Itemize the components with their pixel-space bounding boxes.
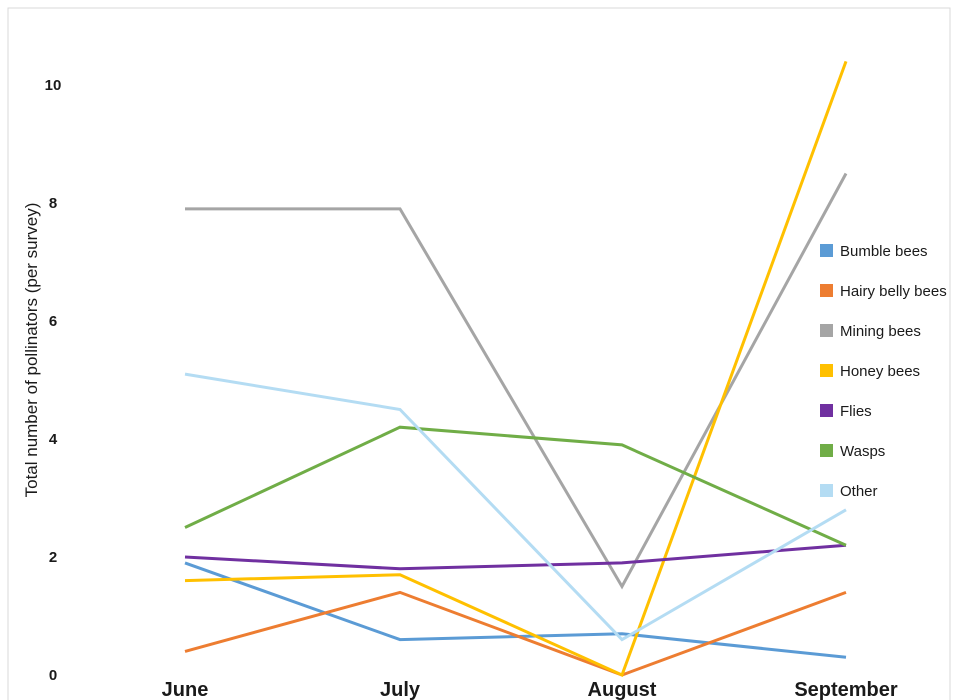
x-tick-labels: June July August September [162,679,898,700]
y-tick-label: 0 [49,667,57,684]
y-axis-label: Total number of pollinators (per survey) [22,203,41,498]
y-tick-label: 8 [49,195,57,212]
legend-swatch-hairy-belly-bees [820,284,833,297]
x-tick-label: August [588,679,657,700]
legend-label-honey-bees: Honey bees [840,363,920,380]
series-line-mining-bees [185,172,848,590]
legend-swatch-wasps [820,444,833,457]
x-tick-label: June [162,679,209,700]
x-tick-label: September [794,679,898,700]
legend-swatch-other [820,484,833,497]
y-tick-labels: 0 2 4 6 8 10 [45,77,62,684]
legend-label-other: Other [840,483,878,500]
legend-swatch-mining-bees [820,324,833,337]
y-tick-label: 2 [49,549,57,566]
legend-swatch-flies [820,404,833,417]
legend: Bumble bees Hairy belly bees Mining bees Ho… [820,243,947,500]
y-tick-label: 4 [49,431,58,448]
series-line-honey-bees [184,60,848,678]
series-line-hairy-belly-bees [184,590,847,677]
series-line-bumble-bees [184,561,847,659]
legend-label-hairy-belly-bees: Hairy belly bees [840,283,947,300]
legend-swatch-honey-bees [820,364,833,377]
series-line-wasps [184,425,847,547]
series-line-other [184,372,847,642]
series-lines [184,60,848,678]
chart-frame [7,7,951,700]
legend-label-bumble-bees: Bumble bees [840,243,928,260]
x-tick-label: July [380,679,421,700]
legend-swatch-bumble-bees [820,244,833,257]
legend-label-wasps: Wasps [840,443,885,460]
y-tick-label: 6 [49,313,57,330]
y-tick-label: 10 [45,77,62,94]
legend-label-mining-bees: Mining bees [840,323,921,340]
series-line-flies [184,543,847,571]
legend-label-flies: Flies [840,403,872,420]
